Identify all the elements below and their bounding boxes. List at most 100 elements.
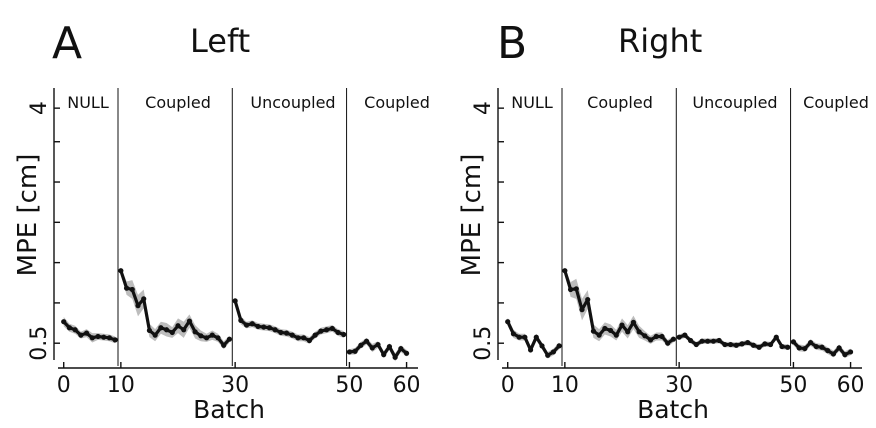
y-axis-label: MPE [cm] (13, 154, 43, 277)
data-point (123, 285, 130, 291)
data-point (642, 333, 648, 339)
x-tick-label: 0 (57, 373, 71, 398)
data-point (830, 351, 837, 357)
data-point (101, 334, 107, 340)
x-tick-label: 30 (221, 373, 249, 398)
plot-area: 0.5 4 0 10 30 50 60 (27, 88, 421, 398)
data-point (158, 325, 164, 331)
series-line-1 (62, 320, 116, 342)
data-point (301, 335, 307, 341)
y-tick-label: 4 (27, 101, 52, 115)
data-point (819, 344, 825, 350)
data-point (625, 329, 631, 335)
data-point (545, 352, 551, 358)
data-point (89, 335, 95, 341)
data-point (756, 344, 762, 350)
data-point (392, 354, 398, 360)
data-point (209, 332, 215, 338)
data-point (750, 342, 757, 348)
data-point (585, 296, 591, 303)
data-point (295, 335, 301, 341)
y-tick-label: 4 (471, 101, 496, 115)
x-tick-label: 10 (107, 373, 135, 398)
data-point (341, 331, 347, 338)
panel-right: B Right MPE [cm] Batch NULL Coupled Unco… (457, 18, 869, 424)
data-point (705, 338, 711, 344)
data-point (745, 339, 751, 346)
data-point (579, 307, 585, 313)
panel-letter: B (497, 18, 527, 69)
data-point (613, 332, 619, 338)
data-point (352, 348, 358, 354)
panel-letter: A (52, 18, 82, 69)
data-point (733, 342, 739, 348)
data-point (403, 350, 410, 356)
data-point (596, 332, 602, 338)
data-point (516, 334, 522, 340)
phase-label-coupled-2: Coupled (803, 93, 869, 112)
data-point (306, 337, 313, 344)
phase-label-coupled-2: Coupled (364, 93, 430, 112)
data-point (141, 296, 147, 302)
x-tick-label: 10 (551, 373, 579, 398)
data-point (727, 341, 734, 348)
data-point (203, 335, 210, 341)
data-point (630, 319, 637, 325)
data-point (335, 329, 341, 336)
data-point (773, 334, 779, 340)
data-point (590, 328, 597, 334)
data-point (567, 286, 574, 293)
data-point (710, 338, 717, 344)
data-point (289, 332, 295, 338)
data-point (169, 329, 175, 336)
x-tick-label: 0 (501, 373, 515, 398)
data-point (607, 327, 614, 334)
data-point (221, 342, 227, 348)
data-point (682, 332, 688, 338)
data-point (61, 319, 67, 325)
data-point (687, 337, 694, 344)
data-point (261, 324, 267, 330)
data-point (767, 341, 774, 348)
x-axis-label: Batch (193, 395, 265, 424)
data-point (550, 349, 557, 355)
data-point (118, 268, 124, 274)
data-point (676, 334, 682, 340)
phase-label-null: NULL (67, 93, 109, 112)
data-point (329, 325, 335, 332)
series-line-1 (506, 321, 561, 357)
x-tick-label: 30 (665, 373, 693, 398)
data-point (318, 328, 324, 334)
data-point (659, 333, 665, 340)
data-point (363, 338, 370, 344)
data-point (249, 321, 255, 327)
x-tick-label: 60 (837, 373, 865, 398)
phase-label-coupled: Coupled (587, 93, 653, 112)
data-point (266, 325, 273, 331)
x-axis-label: Batch (637, 395, 709, 424)
phase-label-uncoupled: Uncoupled (250, 93, 335, 112)
data-point (398, 345, 404, 352)
data-point (152, 332, 158, 338)
data-point (95, 333, 101, 340)
data-point (72, 327, 78, 333)
data-point (215, 335, 221, 341)
data-point (670, 336, 677, 342)
data-point (510, 331, 517, 337)
data-point (186, 318, 193, 324)
data-point (129, 286, 135, 293)
data-point (238, 317, 244, 323)
data-point (369, 345, 375, 351)
data-point (722, 341, 728, 348)
data-point (762, 341, 768, 347)
data-point (739, 341, 745, 347)
data-point (66, 325, 73, 331)
data-point (83, 330, 90, 336)
data-point (505, 319, 511, 325)
data-point (619, 322, 625, 328)
data-point (226, 336, 233, 342)
data-point (836, 345, 842, 351)
data-point (716, 337, 722, 344)
phase-label-coupled: Coupled (145, 93, 211, 112)
